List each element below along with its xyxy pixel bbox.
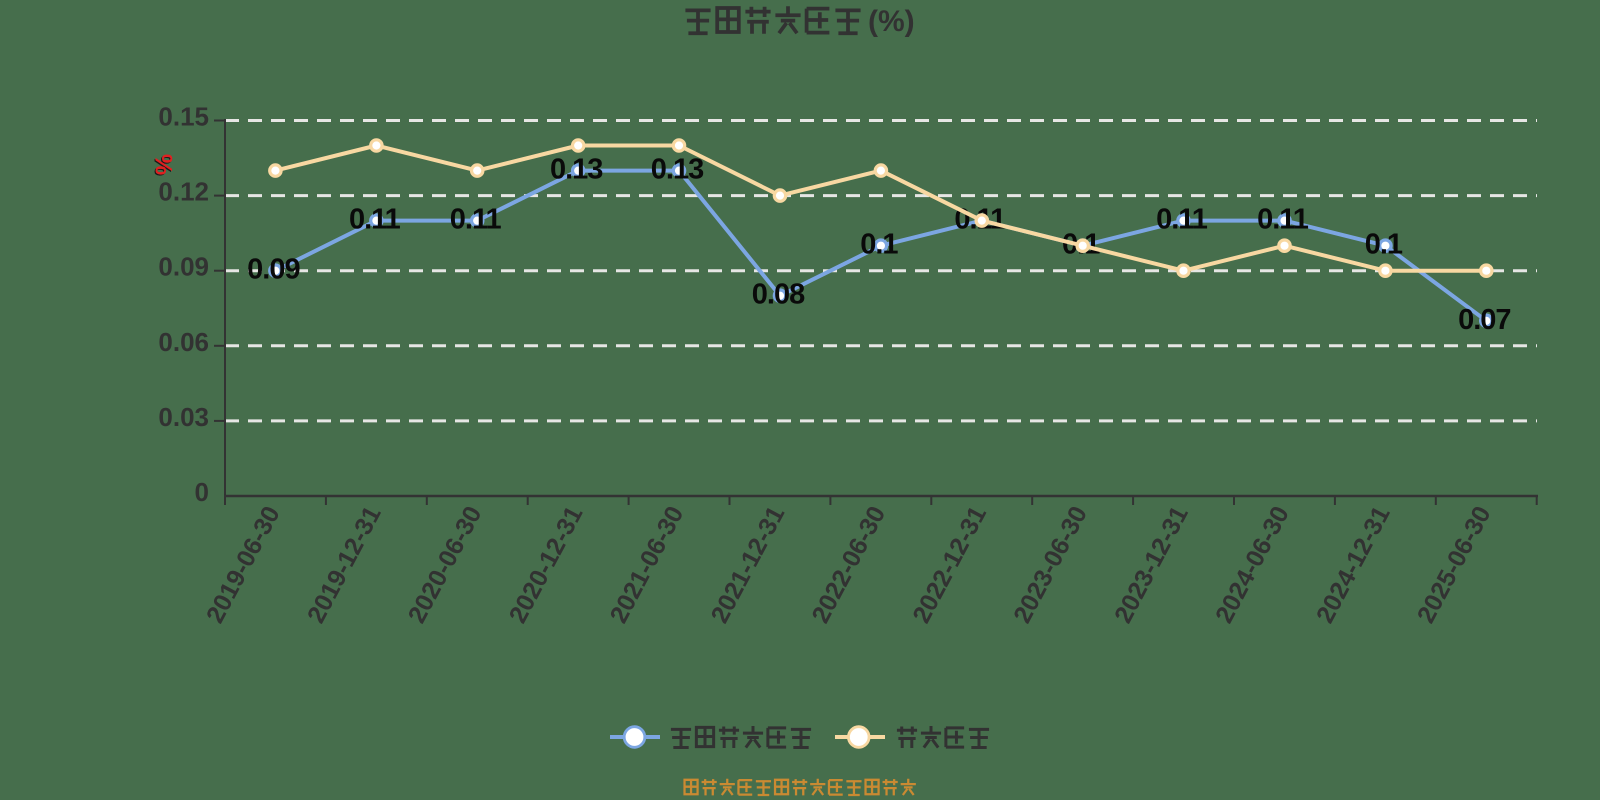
- svg-text:0.08: 0.08: [752, 279, 805, 311]
- svg-text:0: 0: [195, 477, 209, 507]
- svg-text:0.11: 0.11: [450, 204, 502, 236]
- svg-text:0.12: 0.12: [158, 177, 209, 207]
- svg-text:0.1: 0.1: [1365, 229, 1403, 261]
- svg-text:0.06: 0.06: [158, 327, 209, 357]
- svg-text:0.13: 0.13: [550, 154, 603, 186]
- svg-text:0.09: 0.09: [247, 254, 300, 286]
- svg-text:0.1: 0.1: [860, 229, 898, 261]
- svg-text:0.07: 0.07: [1458, 304, 1510, 336]
- svg-text:(%): (%): [868, 5, 915, 38]
- svg-text:0.03: 0.03: [158, 402, 209, 432]
- svg-text:0.11: 0.11: [349, 204, 401, 236]
- svg-text:0.11: 0.11: [1257, 204, 1309, 236]
- svg-text:0.11: 0.11: [1156, 204, 1208, 236]
- svg-text:0.15: 0.15: [158, 102, 209, 132]
- svg-text:%: %: [150, 154, 177, 175]
- svg-text:0.09: 0.09: [158, 252, 209, 282]
- svg-text:0.13: 0.13: [651, 154, 704, 186]
- svg-text:%: %: [149, 155, 176, 176]
